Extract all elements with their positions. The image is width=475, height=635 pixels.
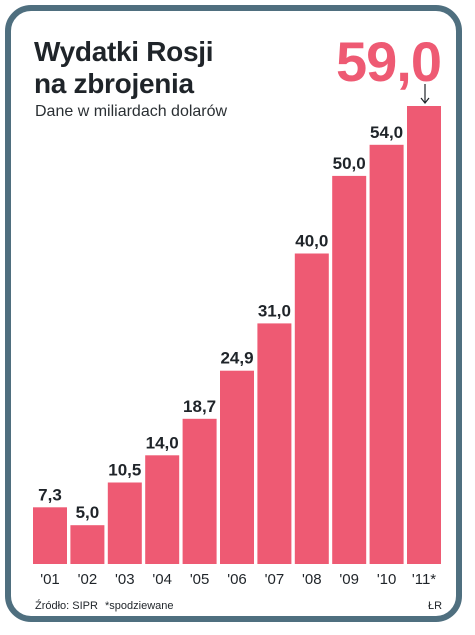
- bar-'04: [145, 455, 180, 564]
- bar-'10: [369, 144, 404, 565]
- bar-'03: [107, 482, 142, 564]
- bar-'02: [70, 525, 105, 564]
- category-label: '02: [78, 571, 98, 588]
- forecast-note: *spodziewane: [105, 600, 174, 612]
- bar-'05: [182, 418, 217, 564]
- value-label: 7,3: [38, 485, 62, 504]
- value-label: 18,7: [183, 397, 216, 416]
- category-label: '07: [265, 571, 285, 588]
- value-label: 24,9: [220, 349, 253, 368]
- category-label: '01: [40, 571, 60, 588]
- author-credit: ŁR: [428, 600, 443, 612]
- headline-value: 59,0: [336, 30, 442, 93]
- value-label: 50,0: [333, 154, 366, 173]
- bar-'08: [294, 253, 329, 564]
- bar-'01: [33, 507, 67, 564]
- category-label: '11*: [412, 571, 436, 588]
- category-label: '05: [190, 571, 210, 588]
- value-label: 14,0: [146, 433, 179, 452]
- title-line-2: na zbrojenia: [34, 68, 194, 99]
- value-label: 10,5: [108, 461, 141, 480]
- chart-subtitle: Dane w miliardach dolarów: [35, 103, 228, 120]
- source-note: Źródło: SIPR: [35, 600, 98, 612]
- bar-'09: [332, 175, 367, 564]
- value-label: 40,0: [295, 232, 328, 251]
- value-label: 54,0: [370, 123, 403, 142]
- chart-title: Wydatki Rosji na zbrojenia: [34, 36, 284, 100]
- category-label: '10: [377, 571, 397, 588]
- bar-'06: [220, 370, 254, 564]
- bar-'07: [257, 323, 292, 564]
- bar-'11*: [407, 106, 441, 564]
- arrow-down-icon: [420, 84, 430, 104]
- category-label: '03: [115, 571, 135, 588]
- category-label: '09: [339, 571, 359, 588]
- value-label: 5,0: [76, 503, 100, 522]
- category-label: '04: [152, 571, 172, 588]
- category-label: '08: [302, 571, 322, 588]
- title-line-1: Wydatki Rosji: [34, 36, 214, 67]
- value-label: 31,0: [258, 301, 291, 320]
- category-label: '06: [227, 571, 247, 588]
